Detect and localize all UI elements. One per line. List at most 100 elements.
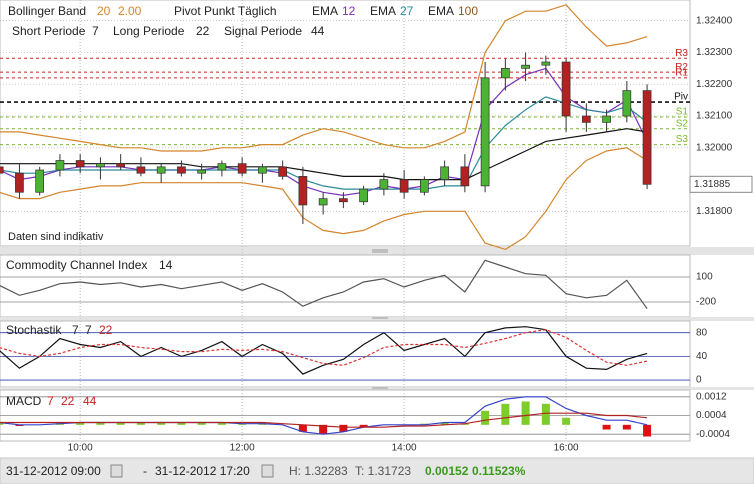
calendar-icon[interactable] [110,464,123,478]
candle-body [156,166,166,174]
panel-title: Stochastik [6,323,62,337]
grips [372,249,388,389]
histogram-bar [440,422,449,425]
candle-body [177,166,186,174]
panel-param: 22 [99,323,113,337]
y-tick-label: 0 [696,375,702,386]
calendar-icon[interactable] [261,464,274,478]
candle-body [480,77,490,187]
panel-param: 14 [159,258,173,272]
panel-param: 7 [72,323,79,337]
indicator-line [0,329,648,366]
candle-body [642,90,652,185]
histogram-bar [177,422,186,425]
legend-param: 20 [97,4,111,18]
footer-change: 0.00152 [425,464,469,478]
legend-param: 100 [458,4,478,18]
histogram-bar [298,424,307,432]
legend-param: 44 [311,24,325,38]
y-tick-label: 1.32300 [696,47,733,58]
y-tick-label: 1.31800 [696,206,733,217]
legend-param: 7 [92,24,99,38]
pivot-label: R1 [675,68,688,79]
histogram-bar [501,403,510,425]
candle-body [318,198,328,206]
last-price-label: 1.31885 [694,179,731,190]
histogram-bar [339,424,348,432]
candle-body [460,166,470,187]
annotation: Daten sind indikativ [8,231,104,243]
last-price-box [689,175,753,193]
footer-bar [0,457,754,484]
legend-text: Short Periode [12,24,86,38]
panel-param: 44 [83,394,97,408]
legend-text: Signal Periode [224,24,302,38]
histogram-bar [217,422,226,425]
histogram-bar [359,424,368,428]
panel-param: 7 [47,394,54,408]
candle-body [622,90,632,117]
candle-body [258,166,267,174]
separator[interactable] [0,317,754,321]
candle-body [55,160,65,171]
indicator-line [0,147,648,251]
legend-param: 12 [342,4,356,18]
indicator-line [0,412,648,428]
y-tick-label: 0.0004 [696,410,727,421]
indicator-line [0,4,648,152]
x-tick-label: 12:00 [230,443,255,454]
candle-body [278,166,287,177]
candle-body [339,198,348,203]
histogram-bar [319,424,328,435]
legend-text: EMA [370,4,396,18]
panel-title: Commodity Channel Index [6,258,147,272]
candle-body [359,188,368,203]
legend-text: EMA [312,4,338,18]
pivot-label: S1 [676,107,689,118]
candle-body [561,61,571,117]
histogram-bar [643,424,652,437]
candle-body [35,169,45,193]
legend-param: 2.00 [118,4,142,18]
candle-body [15,172,24,193]
candle-body [136,166,146,174]
histogram-bar [0,422,4,425]
footer-dash: - [143,464,147,478]
candle-body [602,115,611,123]
candle-body [521,64,530,69]
histogram-bar [116,422,125,425]
candle-body [0,166,4,174]
candle-body [440,166,449,180]
indicator-line [0,326,648,375]
legend-text: EMA [428,4,454,18]
candle-body [298,176,308,206]
pivot-label: Piv [674,92,688,103]
footer-start: 31-12-2012 09:00 [6,464,101,478]
x-tick-label: 14:00 [392,443,417,454]
y-tick-label: 100 [696,272,713,283]
histogram-bar [15,424,24,426]
main-panel [0,0,691,247]
pivot-label: R2 [675,62,688,73]
indicator-line [0,96,648,190]
candle-body [501,68,510,79]
histogram-bar [157,422,166,425]
footer-high: H: 1.32283 [289,464,348,478]
separator[interactable] [0,247,754,255]
y-tick-label: -0.0004 [696,429,730,440]
legend-text: Pivot Punkt Täglich [174,4,277,18]
legend-text: Long Periode [113,24,185,38]
histogram-bar [76,422,85,425]
footer-low: T: 1.31723 [355,464,411,478]
panel-title: MACD [6,394,42,408]
y-tick-label: 0.0012 [696,391,727,402]
y-tick-label: 1.32200 [696,79,733,90]
candle-body [399,179,409,193]
y-tick-label: 1.32400 [696,15,733,26]
indicator-line [0,259,648,310]
pivot-label: S3 [676,134,689,145]
y-tick-label: -200 [696,297,716,308]
legend-param: 27 [400,4,414,18]
histogram-bar [541,403,550,425]
